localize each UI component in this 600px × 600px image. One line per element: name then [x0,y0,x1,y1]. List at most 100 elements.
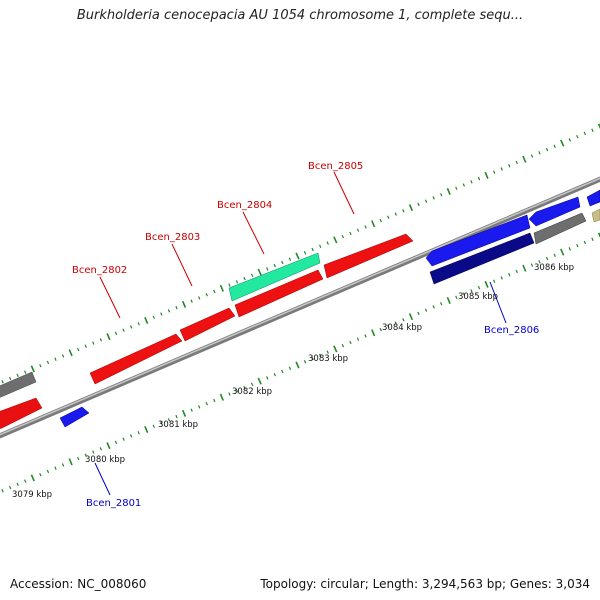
ruler-label-3083: 3083 kbp [308,354,348,364]
upper-tick [1,380,4,384]
lower-tick [379,327,382,332]
gene-feature-blue-right[interactable] [528,196,581,227]
upper-tick [349,231,352,236]
lower-tick [213,398,216,403]
gene-feature-bcen-2805[interactable] [323,233,414,279]
gene-label-bcen-2803[interactable]: Bcen_2803 [145,232,200,243]
upper-tick [175,305,178,310]
upper-tick [30,365,35,373]
gene-feature-bcen-2804[interactable] [228,252,321,302]
callout-lines [94,171,507,496]
lower-tick [568,247,571,251]
callout-line-bcen-2802 [99,276,121,319]
lower-tick [545,256,549,261]
upper-tick [303,251,307,255]
gene-feature-bcen-2801[interactable] [59,406,90,428]
gene-feature-bcen-2802[interactable] [89,333,183,385]
lower-tick [424,308,428,312]
lower-tick [522,264,527,272]
lower-tick [257,377,262,385]
lower-tick [129,434,133,438]
upper-tick [417,202,420,207]
upper-tick [568,138,571,142]
lower-tick [440,302,443,306]
lower-tick [394,321,397,325]
gene-feature-grey-right[interactable] [533,212,587,245]
gene-feature-grey-left[interactable] [0,371,37,400]
upper-tick [553,144,556,149]
lower-tick [311,356,314,361]
callout-line-bcen-2801 [94,462,111,496]
lower-tick [84,453,87,458]
upper-tick [432,196,435,200]
lower-tick [530,263,534,267]
upper-tick [190,299,193,303]
upper-tick [295,252,300,260]
upper-tick [402,209,405,213]
lower-tick [235,389,239,393]
upper-tick [508,163,511,168]
upper-tick [545,147,549,152]
upper-tick [152,315,155,319]
lower-tick [167,418,171,422]
callout-line-bcen-2804 [242,211,265,255]
upper-tick [213,289,216,294]
upper-tick [198,296,201,300]
lower-tick [597,232,600,238]
upper-tick [530,154,534,158]
gene-label-bcen-2806[interactable]: Bcen_2806 [484,325,539,336]
gene-label-bcen-2804[interactable]: Bcen_2804 [217,200,272,211]
upper-tick [46,360,50,365]
upper-tick [106,333,111,341]
lower-tick [250,382,254,387]
upper-tick [394,212,397,216]
lower-tick [364,334,367,338]
lower-tick [99,447,103,451]
gene-feature-red-left[interactable] [0,397,43,432]
upper-tick [455,186,458,190]
lower-tick [152,424,155,428]
lower-tick [92,450,95,454]
lower-tick [408,313,414,321]
lower-tick [228,392,231,396]
lower-tick [515,269,518,274]
upper-tick [333,236,338,244]
lower-tick [1,489,4,493]
upper-tick [243,276,246,281]
gene-label-bcen-2805[interactable]: Bcen_2805 [308,161,363,172]
ruler-label-3081: 3081 kbp [158,420,198,430]
lower-tick [470,289,473,293]
lower-tick [144,425,149,434]
lower-tick [8,485,12,490]
upper-tick [387,215,390,220]
gene-feature-bcen-2806[interactable] [429,232,535,285]
upper-tick [522,155,527,163]
lower-tick [326,350,329,354]
upper-tick [235,280,239,284]
lower-tick [77,456,80,461]
upper-tick [591,128,594,132]
ruler-label-3079: 3079 kbp [12,490,52,500]
gene-feature-blue-far-right[interactable] [586,189,600,207]
lower-tick [137,431,140,435]
upper-tick [99,338,103,342]
upper-tick [257,268,262,276]
gene-label-bcen-2802[interactable]: Bcen_2802 [72,265,127,276]
upper-tick [288,257,292,261]
gene-label-bcen-2801[interactable]: Bcen_2801 [86,498,141,509]
gene-feature-bcen-2803[interactable] [179,307,236,342]
map-title: Burkholderia cenocepacia AU 1054 chromos… [76,8,524,23]
upper-tick [515,160,518,165]
upper-tick [144,316,149,325]
callout-line-bcen-2805 [333,171,355,215]
upper-tick [597,123,600,129]
lower-tick [553,253,556,258]
gene-feature-red-mid[interactable] [234,269,324,318]
lower-tick [349,340,352,345]
lower-tick [181,409,187,417]
lower-tick [319,353,322,358]
upper-tick [129,325,133,329]
upper-tick [281,260,284,265]
gene-feature-tan-far-right[interactable] [591,208,600,223]
gene-feature-blue-reverse[interactable] [425,214,531,267]
